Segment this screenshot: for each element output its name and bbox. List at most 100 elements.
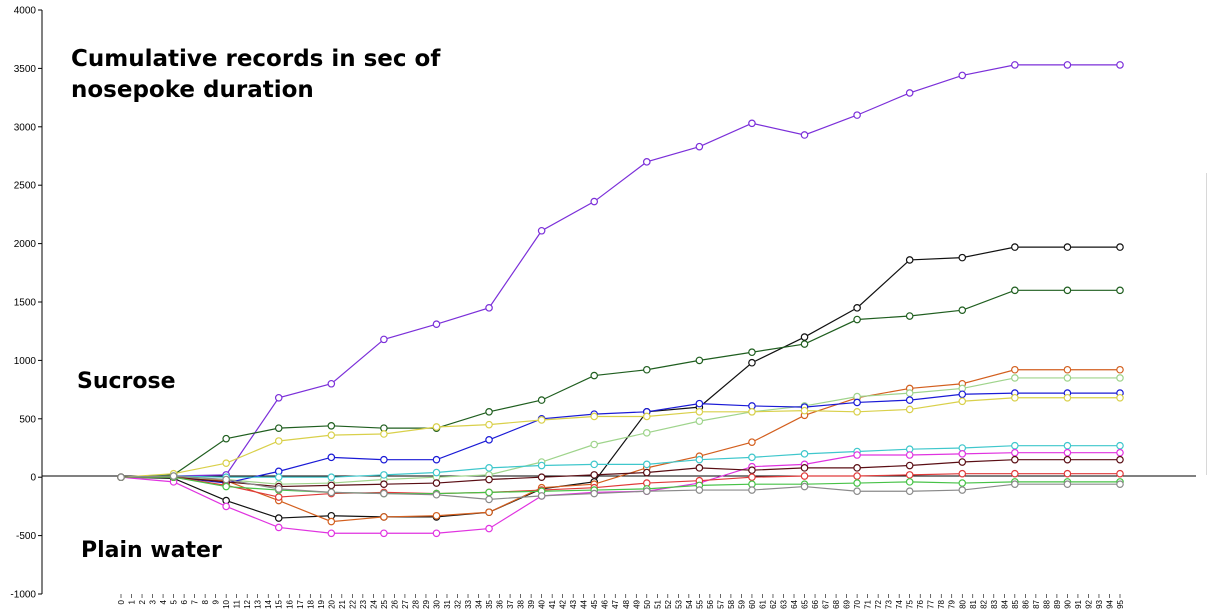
y-tick-label: 3500 xyxy=(14,64,37,75)
x-tick-label: 75 xyxy=(906,599,915,608)
x-tick-label: 89 xyxy=(1053,599,1062,608)
x-tick-label: 55 xyxy=(695,599,704,608)
x-tick-label: 84 xyxy=(1000,599,1009,608)
data-point xyxy=(1011,480,1019,489)
x-tick-label: 81 xyxy=(969,599,978,608)
x-tick-label: 30 xyxy=(432,599,441,608)
series-line xyxy=(121,459,1120,488)
data-point xyxy=(958,71,967,80)
data-point xyxy=(537,226,546,235)
data-point xyxy=(274,493,283,501)
y-tick-label: 0 xyxy=(30,473,36,484)
x-tick-label: 2 xyxy=(138,599,147,604)
x-tick-label: 43 xyxy=(569,599,578,608)
data-point xyxy=(590,460,599,469)
series-line xyxy=(120,397,1120,478)
x-tick-label: 5 xyxy=(170,599,179,604)
data-point xyxy=(380,529,388,538)
x-tick-label: 0 xyxy=(117,599,126,604)
series-line xyxy=(120,445,1120,478)
y-tick-label: 1500 xyxy=(14,298,37,309)
data-point xyxy=(1063,480,1072,489)
series-line xyxy=(120,64,1120,478)
data-point xyxy=(695,407,704,416)
x-tick-label: 71 xyxy=(864,599,873,608)
data-point xyxy=(800,482,809,491)
data-point xyxy=(853,111,861,119)
data-point xyxy=(380,489,388,498)
data-point xyxy=(1063,393,1072,402)
x-tick-label: 93 xyxy=(1095,599,1104,608)
data-point xyxy=(958,458,967,466)
data-point xyxy=(905,405,914,414)
data-point xyxy=(1011,61,1019,69)
x-tick-label: 68 xyxy=(832,599,841,608)
data-point xyxy=(1063,448,1072,457)
x-tick-label: 91 xyxy=(1074,599,1083,608)
data-point xyxy=(905,89,914,97)
data-point xyxy=(695,399,704,408)
x-tick-label: 59 xyxy=(737,599,746,608)
data-point xyxy=(590,471,599,479)
x-tick-label: 22 xyxy=(348,599,357,608)
data-point xyxy=(1011,365,1019,374)
sucrose-annotation: Sucrose xyxy=(77,369,176,394)
data-point xyxy=(537,492,546,500)
x-tick-label: 32 xyxy=(454,599,463,608)
x-tick-label: 35 xyxy=(485,599,494,608)
data-point xyxy=(748,438,756,446)
data-point xyxy=(380,471,388,479)
data-point xyxy=(1063,61,1072,69)
data-point xyxy=(642,468,651,477)
x-tick-label: 94 xyxy=(1105,599,1114,608)
data-point xyxy=(380,430,388,438)
data-point xyxy=(800,464,809,472)
data-point xyxy=(1116,286,1124,295)
series-1 xyxy=(117,61,1124,482)
x-tick-label: 65 xyxy=(801,599,810,608)
x-tick-label: 37 xyxy=(506,599,515,608)
x-tick-label: 40 xyxy=(538,599,547,608)
x-tick-label: 4 xyxy=(159,599,168,604)
data-point xyxy=(485,488,493,497)
data-point xyxy=(853,464,861,472)
data-point xyxy=(958,306,967,314)
x-tick-label: 14 xyxy=(264,599,273,608)
data-point xyxy=(1011,243,1019,251)
data-point xyxy=(642,429,651,437)
data-point xyxy=(327,529,336,538)
x-tick-label: 17 xyxy=(296,599,305,608)
data-point xyxy=(1011,469,1019,478)
data-point xyxy=(485,420,493,429)
data-point xyxy=(432,490,441,499)
data-point xyxy=(380,513,388,521)
x-tick-label: 33 xyxy=(464,599,473,608)
data-point xyxy=(1116,441,1124,450)
x-tick-label: 23 xyxy=(359,599,368,608)
x-tick-label: 28 xyxy=(411,599,420,608)
data-point xyxy=(537,416,546,424)
data-point xyxy=(642,412,651,421)
data-point xyxy=(380,480,388,489)
data-point xyxy=(800,333,809,341)
x-tick-label: 92 xyxy=(1084,599,1093,608)
data-point xyxy=(327,453,336,462)
data-point xyxy=(590,371,599,380)
data-point xyxy=(327,481,336,490)
x-tick-label: 26 xyxy=(390,599,399,608)
x-tick-label: 3 xyxy=(149,599,158,604)
data-point xyxy=(958,397,967,406)
x-tick-label: 57 xyxy=(716,599,725,608)
data-point xyxy=(1063,455,1072,464)
series-3 xyxy=(117,286,1124,482)
x-tick-label: 88 xyxy=(1042,599,1051,608)
data-point xyxy=(485,407,493,416)
x-tick-label: 13 xyxy=(254,599,263,608)
x-tick-label: 64 xyxy=(790,599,799,608)
data-point xyxy=(642,460,651,469)
x-tick-label: 76 xyxy=(916,599,925,608)
data-point xyxy=(1063,374,1072,382)
data-point xyxy=(1063,441,1072,450)
series-line xyxy=(121,476,1120,495)
series-line xyxy=(121,377,1120,485)
